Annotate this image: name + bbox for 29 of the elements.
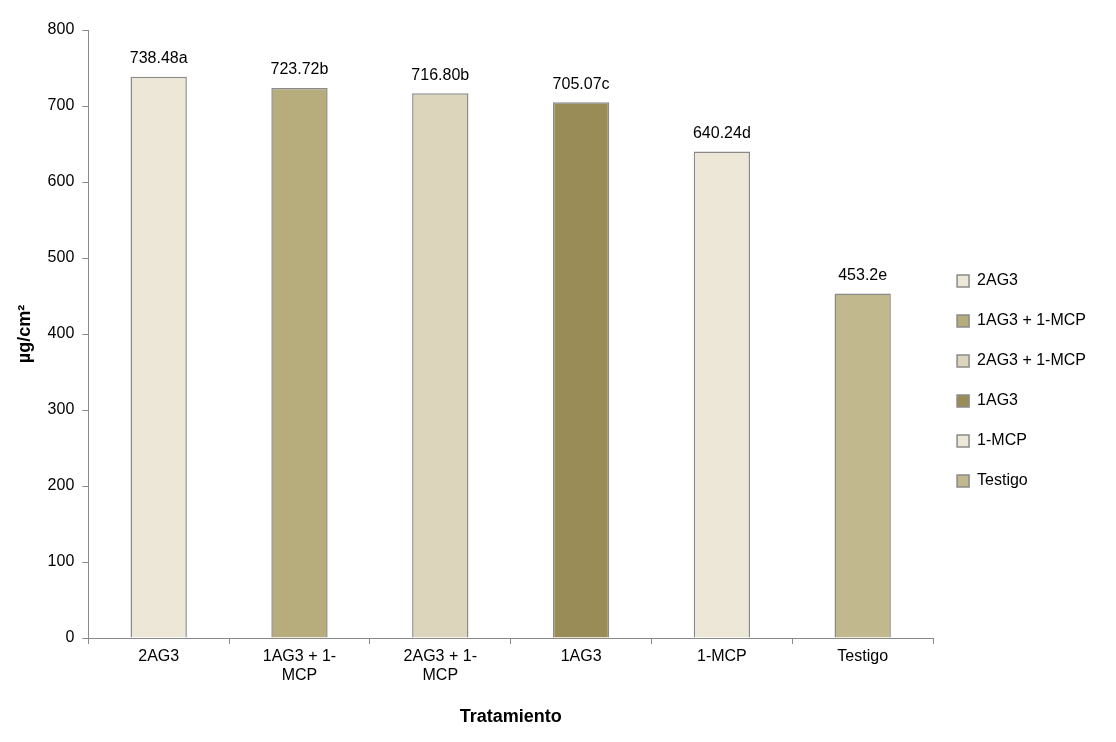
y-axis-title: µg/cm²: [13, 304, 34, 364]
legend-label: 2AG3 + 1-MCP: [977, 351, 1087, 369]
data-label: 716.80b: [411, 65, 470, 83]
y-tick-label: 400: [47, 324, 75, 342]
y-tick-label: 100: [47, 552, 75, 570]
legend-label: 1AG3 + 1-MCP: [977, 311, 1087, 329]
y-tick-label: 300: [47, 400, 75, 418]
y-tick-label: 200: [47, 476, 75, 494]
legend-label: 1AG3: [977, 391, 1019, 409]
x-tick-label: 1AG3: [560, 647, 602, 665]
data-label: 723.72b: [270, 60, 329, 78]
y-tick-label: 700: [47, 96, 75, 114]
x-tick-label: Testigo: [837, 647, 889, 665]
y-tick-label: 600: [47, 172, 75, 190]
x-axis-title: Tratamiento: [459, 706, 562, 727]
legend-label: 1-MCP: [977, 431, 1027, 449]
data-label: 705.07c: [552, 74, 610, 92]
x-tick-label: 1-MCP: [696, 647, 747, 665]
legend-label: 2AG3: [977, 271, 1019, 289]
y-tick-label: 0: [65, 628, 75, 646]
y-tick-label: 800: [47, 20, 75, 38]
x-tick-label: 2AG3 + 1-MCP: [403, 647, 477, 684]
data-label: 453.2e: [838, 265, 888, 283]
x-tick-label: 2AG3: [138, 647, 180, 665]
data-label: 738.48a: [129, 49, 188, 67]
data-label: 640.24d: [692, 123, 751, 141]
x-tick-label: 1AG3 + 1-MCP: [262, 647, 337, 684]
y-tick-label: 500: [47, 248, 75, 266]
legend-label: Testigo: [977, 471, 1028, 489]
